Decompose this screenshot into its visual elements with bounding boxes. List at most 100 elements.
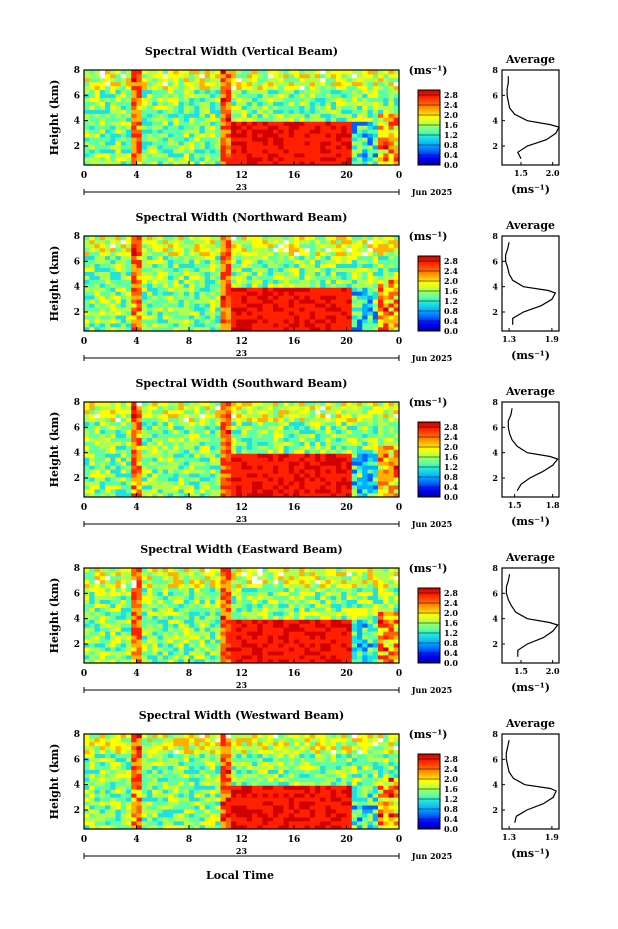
heatmap-cell (162, 291, 169, 296)
heatmap-cell (367, 263, 374, 268)
heatmap-cell (231, 477, 237, 482)
heatmap-cell (105, 137, 111, 142)
heatmap-cell (110, 101, 116, 106)
heatmap-cell (84, 283, 90, 288)
heatmap-cell (220, 145, 227, 150)
heatmap-cell (378, 291, 384, 296)
heatmap-cell (162, 409, 169, 415)
heatmap-cell (252, 319, 258, 324)
heatmap-cell (94, 647, 101, 652)
heatmap-cell (231, 485, 237, 490)
heatmap-cell (99, 402, 106, 407)
heatmap-cell (288, 457, 295, 462)
heatmap-cell (246, 429, 253, 434)
heatmap-cell (372, 485, 379, 490)
heatmap-cell (320, 137, 326, 142)
heatmap-cell (120, 251, 127, 257)
heatmap-cell (147, 85, 153, 91)
heatmap-cell (147, 441, 153, 446)
heatmap-cell (110, 473, 116, 478)
heatmap-cell (215, 255, 221, 261)
heatmap-cell (105, 89, 111, 95)
heatmap-cell (99, 469, 106, 474)
heatmap-cell (330, 421, 337, 427)
heatmap-cell (183, 287, 190, 292)
profile-x-label: (ms⁻¹) (511, 183, 550, 196)
x-tick-label: 20 (340, 171, 353, 181)
heatmap-cell (157, 627, 164, 632)
heatmap-cell (252, 247, 258, 253)
heatmap-cell (89, 236, 95, 241)
heatmap-cell (189, 465, 195, 470)
heatmap-cell (162, 425, 169, 431)
heatmap-cell (162, 445, 169, 450)
heatmap-cell (105, 133, 111, 138)
heatmap-cell (383, 327, 389, 332)
heatmap-cell (241, 445, 248, 450)
heatmap-cell (330, 402, 337, 407)
heatmap-cell (84, 267, 90, 272)
heatmap-cell (372, 409, 379, 415)
heatmap-cell (367, 255, 374, 261)
heatmap-cell (199, 469, 206, 474)
heatmap-cell (236, 97, 242, 102)
heatmap-cell (183, 133, 190, 138)
heatmap-cell (257, 485, 263, 490)
heatmap-cell (267, 133, 274, 138)
heatmap-cell (126, 283, 132, 288)
heatmap-cell (178, 405, 185, 411)
heatmap-cell (94, 603, 101, 608)
heatmap-cell (115, 433, 122, 438)
heatmap-cell (231, 425, 237, 431)
heatmap-cell (288, 445, 295, 450)
heatmap-cell (94, 125, 101, 130)
heatmap-cell (357, 307, 363, 312)
heatmap-cell (241, 137, 248, 142)
heatmap-cell (320, 493, 326, 498)
heatmap-cell (120, 437, 127, 442)
heatmap-cell (220, 153, 227, 158)
heatmap-cell (110, 655, 116, 660)
heatmap-cell (199, 263, 206, 268)
heatmap-cell (283, 251, 290, 257)
heatmap-cell (336, 327, 342, 332)
heatmap-cell (383, 441, 389, 446)
heatmap-cell (131, 303, 137, 308)
heatmap-cell (157, 587, 164, 593)
heatmap-cell (173, 157, 179, 162)
heatmap-cell (215, 457, 221, 462)
heatmap-cell (120, 81, 127, 87)
heatmap-cell (157, 571, 164, 577)
heatmap-cell (157, 583, 164, 589)
heatmap-cell (283, 405, 290, 411)
heatmap-cell (94, 607, 101, 612)
heatmap-cell (378, 117, 384, 122)
heatmap-cell (231, 141, 237, 146)
heatmap-cell (299, 287, 305, 292)
heatmap-cell (99, 137, 106, 142)
heatmap-cell (115, 323, 122, 328)
heatmap-cell (315, 405, 321, 411)
heatmap-cell (126, 623, 132, 628)
heatmap-cell (341, 89, 347, 95)
heatmap-cell (262, 125, 269, 130)
y-axis-label: Height (km) (48, 80, 61, 156)
heatmap-cell (372, 89, 379, 95)
heatmap-cell (299, 449, 305, 454)
heatmap-cell (89, 327, 95, 332)
heatmap-cell (246, 247, 253, 253)
heatmap-cell (346, 295, 353, 300)
heatmap-cell (183, 437, 190, 442)
heatmap-cell (262, 141, 269, 146)
heatmap-cell (105, 157, 111, 162)
heatmap-cell (173, 319, 179, 324)
heatmap-cell (210, 133, 216, 138)
heatmap-cell (241, 449, 248, 454)
heatmap-cell (147, 73, 153, 79)
heatmap-cell (304, 283, 311, 288)
heatmap-cell (236, 129, 242, 134)
heatmap-cell (199, 481, 206, 486)
heatmap-cell (304, 117, 311, 122)
heatmap-cell (157, 73, 164, 79)
heatmap-cell (357, 429, 363, 434)
